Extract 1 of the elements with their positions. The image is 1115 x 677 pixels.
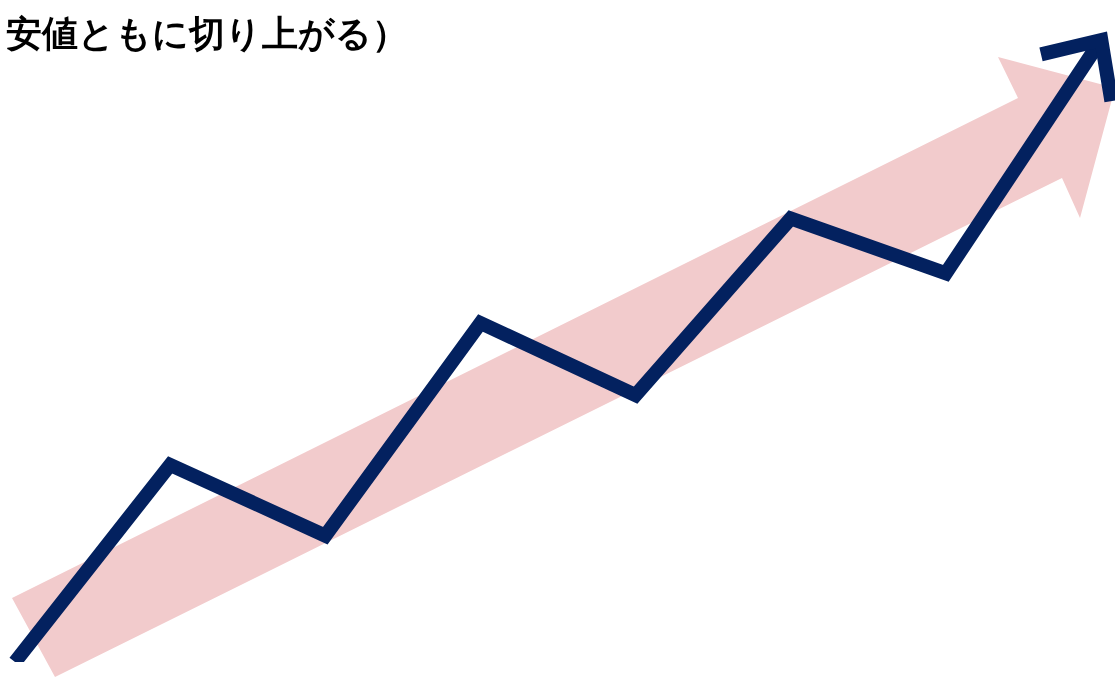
chart-title: 安値ともに切り上がる） (6, 12, 408, 56)
